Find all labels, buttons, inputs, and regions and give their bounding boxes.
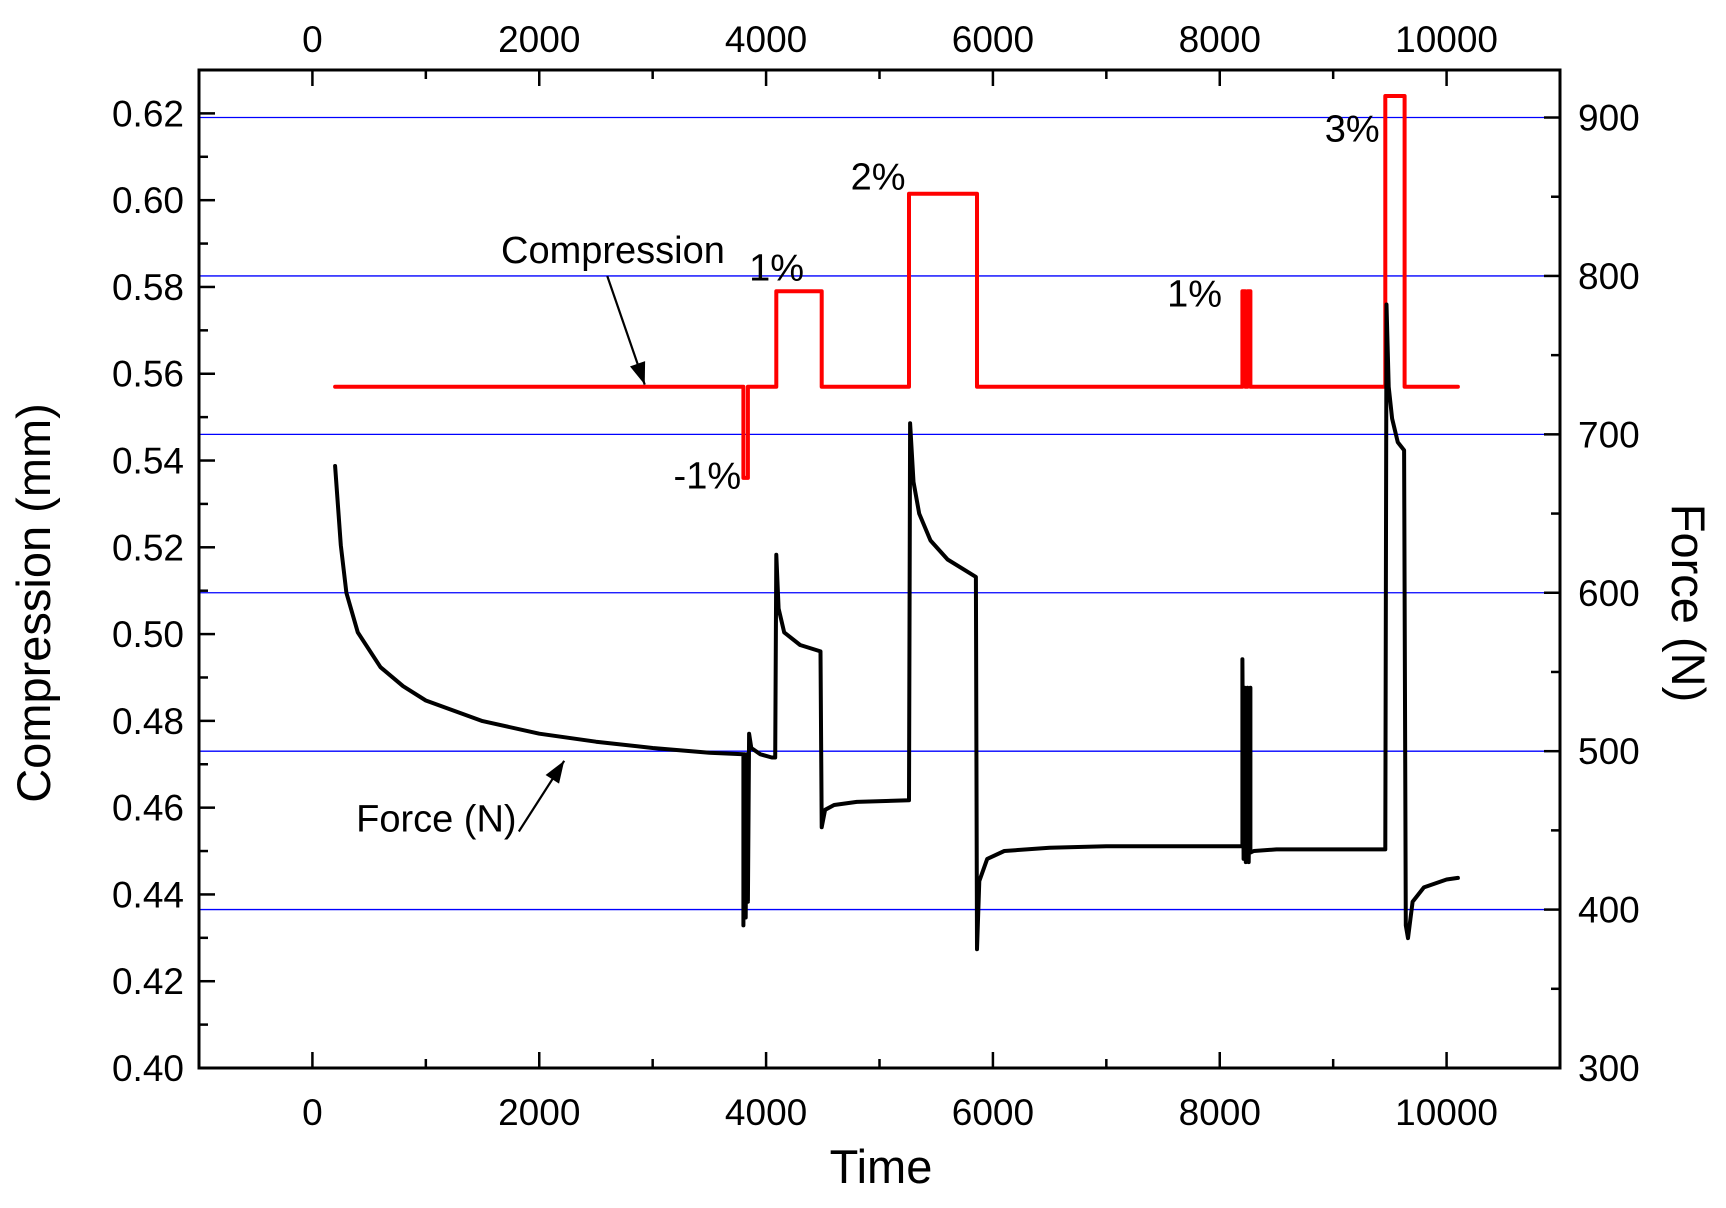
annotation-label: 2% — [851, 156, 906, 198]
x-tick-label-top: 8000 — [1179, 19, 1261, 60]
y-tick-label-left: 0.40 — [112, 1048, 184, 1089]
y-tick-label-left: 0.42 — [112, 961, 184, 1002]
y-tick-label-left: 0.48 — [112, 701, 184, 742]
plot-frame — [197, 68, 1562, 1070]
annotation-label: -1% — [674, 456, 742, 498]
y-tick-label-left: 0.52 — [112, 527, 184, 568]
annotation-label: Force (N) — [356, 799, 516, 841]
annotations: Compression 1% 2% 1% 3% -1% Force (N) — [356, 109, 1380, 841]
y-tick-label-left: 0.58 — [112, 267, 184, 308]
annotation-label: Compression — [501, 230, 725, 272]
arrows — [517, 275, 646, 833]
grid-lines — [199, 116, 1560, 911]
y-tick-label-right: 500 — [1578, 731, 1640, 772]
series-line — [333, 94, 1460, 480]
y-axis-title-right: Force (N) — [1662, 504, 1715, 702]
y-tick-label-right: 900 — [1578, 98, 1640, 139]
x-tick-label: 8000 — [1179, 1092, 1261, 1133]
y-tick-label-left: 0.50 — [112, 614, 184, 655]
x-ticks-bottom: 0 2000 4000 6000 8000 10000 — [197, 1052, 1562, 1133]
x-ticks-top: 0 2000 4000 6000 8000 10000 — [197, 19, 1562, 86]
y-tick-label-right: 700 — [1578, 414, 1640, 455]
y-tick-label-left: 0.60 — [112, 180, 184, 221]
y-ticks-left: 0.40 0.42 0.44 0.46 0.48 0.50 0.52 0.54 0.56 0.58… — [112, 68, 215, 1089]
y-tick-label-right: 600 — [1578, 573, 1640, 614]
x-tick-label: 10000 — [1395, 1092, 1498, 1133]
y-tick-label-left: 0.56 — [112, 354, 184, 395]
x-tick-label: 0 — [302, 1092, 323, 1133]
y-ticks-right: 300 400 500 600 700 800 900 — [1544, 98, 1640, 1089]
x-tick-label-top: 0 — [302, 19, 323, 60]
x-tick-label: 2000 — [498, 1092, 580, 1133]
y-tick-label-left: 0.62 — [112, 93, 184, 134]
x-tick-label: 6000 — [952, 1092, 1034, 1133]
y-tick-label-left: 0.46 — [112, 788, 184, 829]
x-tick-label-top: 10000 — [1395, 19, 1498, 60]
x-tick-label-top: 4000 — [725, 19, 807, 60]
y-axis-title-left: Compression (mm) — [7, 403, 60, 803]
y-tick-label-left: 0.54 — [112, 441, 184, 482]
y-tick-label-right: 300 — [1578, 1048, 1640, 1089]
series-group — [333, 94, 1460, 952]
y-tick-label-left: 0.44 — [112, 874, 184, 915]
series-line — [333, 302, 1460, 952]
annotation-label: 1% — [749, 247, 804, 289]
y-tick-label-right: 400 — [1578, 890, 1640, 931]
x-axis-title: Time — [830, 1140, 933, 1193]
arrow-head — [545, 760, 565, 784]
x-tick-label-top: 6000 — [952, 19, 1034, 60]
x-tick-label: 4000 — [725, 1092, 807, 1133]
arrow-head — [629, 361, 646, 385]
x-tick-label-top: 2000 — [498, 19, 580, 60]
annotation-label: 1% — [1167, 273, 1222, 315]
annotation-label: 3% — [1325, 109, 1380, 151]
y-tick-label-right: 800 — [1578, 256, 1640, 297]
plot-border — [197, 68, 1562, 1070]
